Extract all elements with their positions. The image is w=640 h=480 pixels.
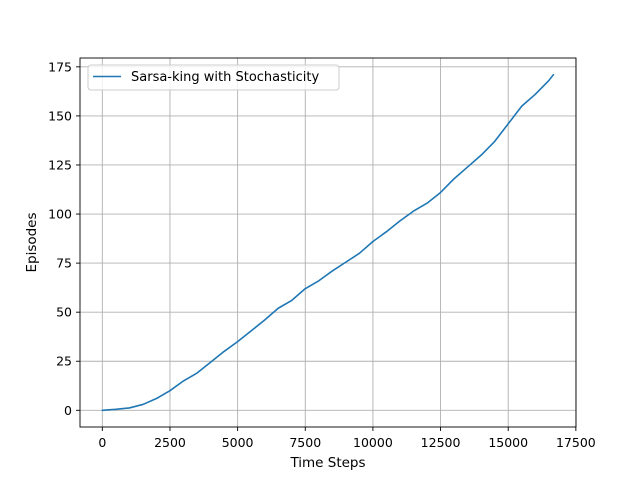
series-group bbox=[101, 73, 555, 412]
x-tick-label: 15000 bbox=[488, 435, 528, 450]
y-tick-label: 0 bbox=[64, 403, 72, 418]
y-tick-label: 150 bbox=[48, 108, 72, 123]
y-tick-label: 125 bbox=[48, 157, 72, 172]
x-axis-label: Time Steps bbox=[289, 455, 365, 471]
x-axis-ticks: 0 2500 5000 7500 10000 12500 15000 17500 bbox=[98, 427, 596, 450]
y-tick-label: 175 bbox=[48, 59, 72, 74]
x-tick-label: 5000 bbox=[222, 435, 254, 450]
y-axis-ticks: 0 25 50 75 100 125 150 175 bbox=[48, 59, 80, 418]
legend-label: Sarsa-king with Stochasticity bbox=[131, 70, 319, 85]
legend-box bbox=[87, 64, 340, 91]
y-axis-label: Episodes bbox=[24, 212, 40, 272]
plot-area bbox=[80, 58, 576, 427]
y-tick-label: 50 bbox=[56, 305, 72, 320]
x-tick-label: 0 bbox=[98, 435, 106, 450]
y-tick-label: 75 bbox=[56, 256, 72, 271]
series-line bbox=[101, 73, 555, 412]
x-tick-label: 7500 bbox=[289, 435, 321, 450]
x-tick-label: 10000 bbox=[353, 435, 393, 450]
y-tick-label: 100 bbox=[48, 207, 72, 222]
y-tick-label: 25 bbox=[56, 354, 72, 369]
x-tick-label: 17500 bbox=[556, 435, 596, 450]
x-tick-label: 12500 bbox=[421, 435, 461, 450]
plot-frame bbox=[79, 57, 577, 428]
legend: Sarsa-king with Stochasticity bbox=[87, 64, 340, 91]
x-tick-label: 2500 bbox=[154, 435, 186, 450]
